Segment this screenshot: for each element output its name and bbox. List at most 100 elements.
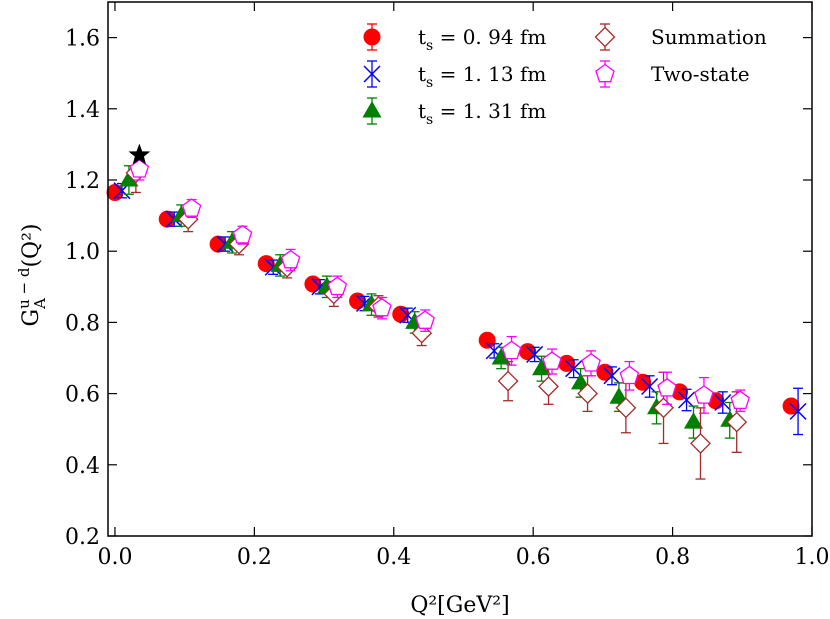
x-tick-label: 0.2 — [237, 545, 272, 570]
legend-label-tail: = 1. 13 fm — [433, 62, 546, 86]
data-point — [714, 393, 732, 412]
legend-label-tail: = 1. 31 fm — [433, 99, 546, 123]
data-point-stroke — [399, 306, 417, 324]
plot-frame — [107, 1, 813, 537]
data-point — [372, 297, 392, 317]
data-point — [694, 385, 714, 404]
legend-label-sub: s — [426, 38, 433, 54]
data-point — [349, 292, 367, 310]
legend-label-main: Two-state — [651, 62, 750, 86]
legend-label: ts = 0. 94 fm — [418, 25, 546, 54]
data-point — [280, 249, 301, 269]
data-point — [596, 363, 614, 381]
x-tick-label: 0.6 — [516, 545, 551, 570]
series-0 — [106, 183, 800, 415]
legend-label-sub: s — [426, 75, 433, 91]
data-point — [158, 210, 176, 228]
legend-label: ts = 1. 31 fm — [418, 99, 546, 128]
y-tick-label: 1.0 — [65, 240, 100, 265]
data-point — [789, 402, 807, 420]
data-point-stroke — [485, 342, 503, 360]
legend-marker-stroke — [363, 65, 381, 83]
x-tick-label: 1.0 — [795, 545, 830, 570]
series-3 — [125, 152, 748, 480]
series-4 — [129, 157, 750, 414]
legend-entry: Two-state — [595, 60, 750, 88]
x-axis-label: Q²[GeV²] — [410, 593, 509, 618]
y-axis-label-sup: u − d — [15, 267, 33, 309]
legend-label: Two-state — [651, 62, 750, 86]
legend-marker — [363, 65, 381, 83]
legend-label-main: t — [418, 62, 426, 86]
legend-label: Summation — [651, 25, 767, 49]
y-axis-label-sub: A — [31, 298, 49, 310]
data-point — [730, 390, 750, 410]
y-tick-label: 1.6 — [65, 27, 100, 52]
legend-label-main: Summation — [651, 25, 767, 49]
data-point — [501, 340, 522, 360]
data-point — [577, 383, 599, 405]
x-tick-label: 0.0 — [97, 545, 132, 570]
legend-marker — [362, 101, 382, 118]
star-point — [128, 143, 151, 165]
data-point — [678, 391, 696, 409]
legend-entry: ts = 1. 13 fm — [363, 60, 546, 91]
legend-marker — [594, 26, 616, 48]
data-point — [565, 360, 583, 378]
data-point — [619, 365, 640, 385]
legend-entry: Summation — [594, 23, 767, 51]
data-point-stroke — [641, 377, 659, 396]
y-axis-label-main: G — [19, 309, 44, 327]
x-tick-label: 0.8 — [655, 545, 690, 570]
data-point — [683, 412, 704, 429]
data-marks — [106, 143, 807, 480]
data-point — [232, 224, 253, 244]
legend-label: ts = 1. 13 fm — [418, 62, 546, 91]
y-tick-label: 0.4 — [65, 454, 100, 479]
data-point — [558, 354, 576, 372]
y-tick-label: 1.2 — [65, 169, 100, 194]
data-point — [571, 372, 591, 390]
legend-marker — [363, 28, 381, 46]
data-point — [519, 343, 537, 361]
y-tick-label: 0.2 — [65, 525, 100, 550]
x-tick-label: 0.4 — [376, 545, 411, 570]
data-point — [690, 432, 711, 454]
legend-label-sub: s — [426, 112, 433, 128]
data-point — [657, 377, 677, 397]
data-point — [542, 351, 562, 370]
legend-label-tail: = 0. 94 fm — [433, 25, 546, 49]
data-point — [497, 370, 519, 392]
data-point — [782, 397, 800, 415]
data-point-stroke — [603, 367, 621, 385]
data-point — [581, 352, 601, 372]
data-point — [478, 331, 496, 349]
data-point — [538, 376, 559, 397]
data-point — [726, 411, 748, 433]
y-tick-label: 1.4 — [65, 98, 100, 123]
data-point-stroke — [526, 345, 544, 363]
data-point — [209, 235, 227, 253]
data-point-stroke — [789, 402, 807, 420]
y-tick-label: 0.8 — [65, 311, 100, 336]
data-point — [609, 387, 629, 404]
y-axis-label: Gu − dA (Q²) — [15, 224, 49, 327]
y-tick-label: 0.6 — [65, 383, 100, 408]
axis-ticks: 0.0 0.2 0.4 0.6 0.8 1.00.20.40.60.81.01.21.41… — [65, 2, 830, 570]
data-point-stroke — [714, 393, 732, 412]
data-point — [526, 345, 544, 363]
legend-entry: ts = 0. 94 fm — [363, 23, 546, 54]
y-axis-label-tail: (Q²) — [19, 224, 44, 268]
data-point — [327, 276, 348, 296]
data-point — [603, 367, 621, 385]
legend-marker — [595, 63, 615, 83]
data-point-stroke — [678, 391, 696, 409]
data-point — [181, 198, 202, 217]
legend-label-main: t — [418, 25, 426, 49]
legend-label-main: t — [418, 99, 426, 123]
data-point — [615, 397, 637, 419]
data-point — [304, 275, 322, 293]
data-point-stroke — [565, 360, 583, 378]
